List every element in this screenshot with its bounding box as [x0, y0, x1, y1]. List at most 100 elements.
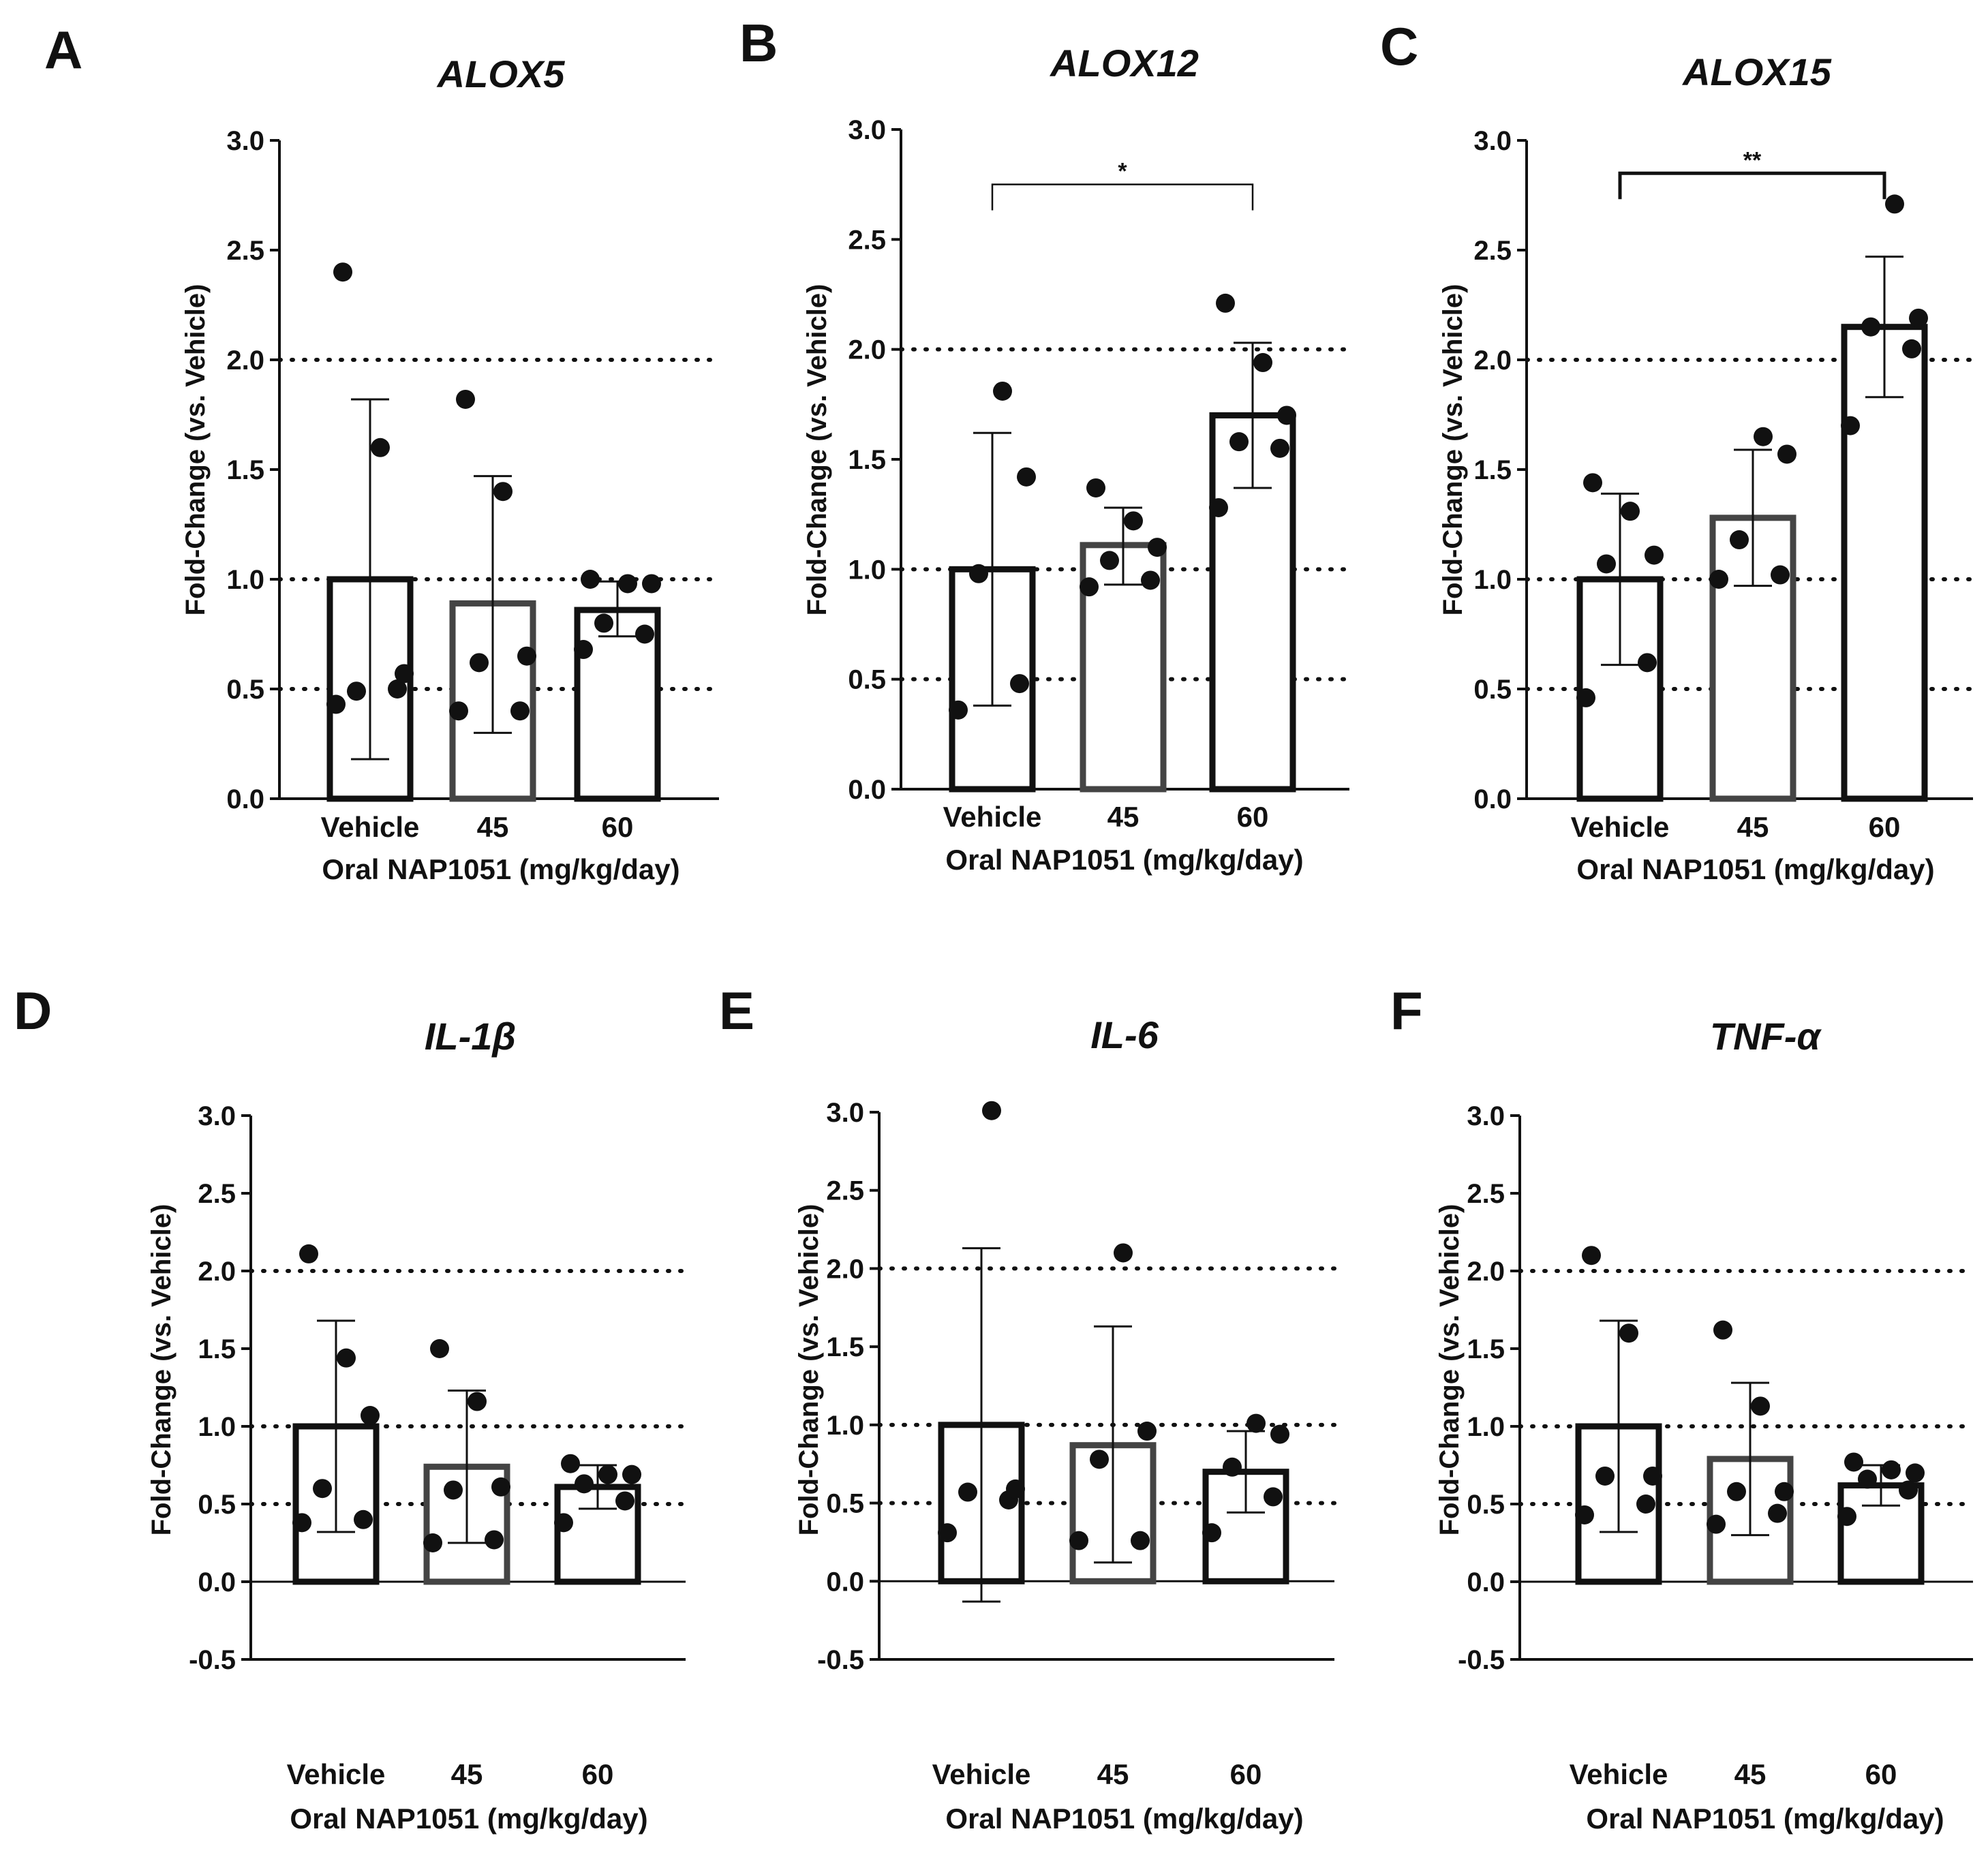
data-point [575, 1474, 594, 1494]
data-point [1899, 1480, 1918, 1500]
data-point [982, 1101, 1001, 1120]
y-tick-label: 1.0 [198, 1412, 236, 1442]
data-point [1576, 688, 1595, 707]
y-tick-label: 2.0 [198, 1257, 236, 1287]
data-point [337, 1348, 356, 1368]
data-point [1575, 1505, 1594, 1524]
significance-label: * [1118, 159, 1127, 185]
y-axis-title: Fold-Change (vs. Vehicle) [147, 1204, 177, 1536]
data-point [1141, 570, 1160, 590]
data-point [1582, 1246, 1601, 1266]
data-point [333, 262, 352, 282]
significance-bracket [991, 183, 1254, 211]
chart-panel-c: C ALOX15 0.0 0.5 1.0 1.5 2.0 2.5 3.0 Vehicle 45 60 *… [1380, 16, 1975, 885]
y-tick-label: 2.0 [848, 335, 886, 365]
y-tick-label: 0.0 [826, 1567, 864, 1597]
y-tick-label: 3.0 [198, 1101, 236, 1131]
panel-letter: C [1380, 16, 1418, 76]
data-point [1771, 565, 1790, 585]
y-tick-label: 0.5 [826, 1489, 864, 1519]
data-point [423, 1533, 442, 1552]
y-tick-label: 3.0 [826, 1098, 864, 1128]
data-point [574, 640, 593, 660]
category-label: Vehicle [1571, 811, 1670, 843]
data-point [388, 679, 407, 699]
y-tick-label: 1.5 [1473, 455, 1512, 485]
data-point [1595, 1466, 1615, 1486]
data-point [326, 694, 346, 714]
category-label: 60 [1865, 1758, 1897, 1790]
y-tick-label: 0.5 [1473, 675, 1512, 705]
significance-label: ** [1743, 147, 1762, 173]
y-tick-label: 2.0 [1467, 1257, 1505, 1287]
y-tick-label: 3.0 [848, 115, 886, 145]
data-point [493, 482, 513, 502]
data-point [594, 613, 613, 633]
data-point [1882, 1460, 1901, 1480]
chart-panel-a: A ALOX5 0.0 0.5 1.0 1.5 2.0 2.5 3.0 Vehicle 45 60 Or… [44, 20, 721, 885]
y-tick-label: -0.5 [817, 1645, 864, 1675]
y-tick-label: 1.0 [826, 1411, 864, 1441]
data-point [969, 564, 988, 583]
data-point [642, 574, 661, 594]
data-point [1858, 1469, 1877, 1489]
panel-letter: B [739, 13, 778, 73]
data-point [1621, 502, 1640, 521]
data-point [1270, 1424, 1289, 1444]
data-point [1017, 467, 1036, 487]
data-point [1902, 339, 1921, 358]
data-point [1619, 1323, 1638, 1343]
gene-title: ALOX12 [1049, 42, 1199, 85]
data-point [1906, 1463, 1925, 1483]
data-point [1645, 545, 1664, 565]
category-label: Vehicle [943, 801, 1042, 833]
y-tick-label: 0.5 [848, 665, 886, 695]
data-point [1768, 1503, 1787, 1523]
data-point [1090, 1450, 1109, 1469]
category-label: 60 [582, 1758, 614, 1790]
gene-title: TNF-α [1710, 1015, 1822, 1058]
y-tick-label: 1.0 [848, 555, 886, 585]
y-axis-title: Fold-Change (vs. Vehicle) [1435, 1204, 1465, 1536]
data-point [1202, 1523, 1221, 1543]
chart-panel-b: B ALOX12 0.0 0.5 1.0 1.5 2.0 2.5 3.0 Vehicle 45 60 *… [739, 13, 1351, 876]
y-tick-label: 3.0 [1473, 126, 1512, 156]
data-point [1844, 1452, 1863, 1472]
data-point [1277, 405, 1296, 425]
category-label: 60 [1230, 1758, 1262, 1790]
category-label: Vehicle [287, 1758, 386, 1790]
y-tick-label: 0.0 [1467, 1567, 1505, 1597]
data-point [1754, 427, 1773, 446]
y-tick-label: 2.5 [1467, 1179, 1505, 1209]
data-point [1229, 432, 1249, 452]
data-point [1114, 1243, 1133, 1263]
category-label: Vehicle [1570, 1758, 1668, 1790]
y-tick-label: 2.5 [848, 225, 886, 255]
data-point [444, 1480, 463, 1500]
y-tick-label: 0.0 [226, 784, 264, 814]
data-point [1638, 653, 1657, 673]
data-point [1707, 1514, 1726, 1534]
data-point [1006, 1479, 1025, 1499]
data-point [313, 1479, 332, 1499]
gene-title: IL-6 [1090, 1013, 1159, 1056]
data-point [1777, 444, 1796, 464]
data-point [292, 1513, 311, 1533]
data-point [1270, 438, 1289, 458]
data-point [1597, 554, 1616, 574]
data-point [371, 438, 390, 457]
y-tick-label: 0.5 [1467, 1490, 1505, 1520]
data-point [561, 1454, 580, 1473]
data-point [468, 1392, 487, 1411]
y-tick-label: 1.5 [226, 455, 264, 485]
x-axis-title: Oral NAP1051 (mg/kg/day) [945, 844, 1303, 876]
data-point [622, 1465, 641, 1484]
data-point [1709, 570, 1728, 589]
data-point [993, 381, 1012, 401]
y-tick-label: -0.5 [189, 1645, 236, 1675]
data-point [1885, 194, 1904, 214]
data-point [1010, 674, 1029, 694]
data-point [361, 1406, 380, 1426]
data-point [1216, 293, 1235, 313]
data-point [1713, 1320, 1732, 1340]
